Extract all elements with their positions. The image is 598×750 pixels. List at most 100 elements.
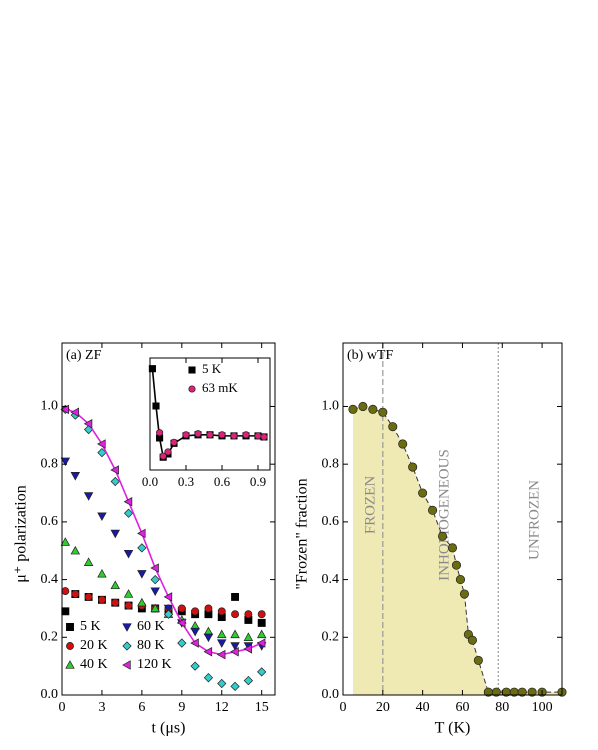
marker [260,433,268,441]
marker [437,531,448,541]
legend-marker [188,385,196,393]
x-axis-label: t (μs) [152,720,186,737]
marker [230,646,239,657]
marker [204,604,213,613]
marker [84,592,93,601]
y-tick-label: 1.0 [41,399,59,414]
marker [230,432,238,440]
marker [110,476,120,487]
marker [358,401,368,412]
legend-label: 80 K [137,638,165,653]
marker [137,543,147,553]
region-label: FROZEN [362,476,378,535]
marker [137,528,146,539]
marker [218,431,226,439]
marker [243,632,254,641]
marker [110,465,119,475]
panel-label: (b) wTF [347,348,393,363]
marker [517,687,527,697]
marker [257,618,266,627]
x-tick-label: 6 [138,700,145,715]
x-tick-label: 3 [98,700,105,715]
legend-marker [122,641,132,651]
marker [97,595,106,604]
legend-marker [65,660,75,669]
marker [124,601,133,610]
marker [217,607,226,616]
region-label: INHOMOGENEOUS [436,449,452,581]
marker [447,543,458,553]
marker [388,422,398,432]
marker [190,661,200,671]
marker [398,439,408,449]
marker [190,638,199,648]
x-tick-label: 0.9 [250,474,266,489]
marker [368,404,378,414]
marker [97,568,107,578]
marker [150,574,160,585]
axes-frame [342,342,563,696]
y-tick-label: 0.0 [322,687,340,702]
legend-marker [122,660,131,670]
x-tick-label: 15 [255,700,269,715]
marker [177,638,187,648]
marker [71,590,80,598]
x-tick-label: 0 [59,700,66,715]
legend-label: 5 K [80,619,101,634]
marker [243,644,253,654]
marker [137,597,147,607]
marker [177,604,186,613]
marker [467,635,477,645]
marker [257,610,266,619]
marker [217,629,227,639]
y-tick-label: 0.2 [41,630,59,645]
y-tick-label: 0.8 [41,456,59,471]
marker [257,667,267,677]
y-tick-label: 0.8 [322,456,340,471]
marker [170,438,178,446]
marker [203,646,213,657]
marker [242,431,250,439]
marker [148,365,156,373]
marker [123,549,134,559]
marker [61,587,70,596]
marker [70,545,81,555]
marker [428,505,438,515]
legend-label: 120 K [137,657,172,672]
marker [123,496,133,507]
x-tick-label: 0.6 [214,474,231,489]
marker [60,404,69,415]
marker [206,431,214,439]
marker [163,592,173,602]
marker [230,681,240,691]
marker [70,472,81,481]
marker [455,575,466,585]
marker [70,407,79,417]
x-tick-label: 0 [340,700,347,715]
marker [97,439,106,449]
legend-marker [188,366,196,374]
marker [451,560,462,570]
marker [418,488,428,498]
x-tick-label: 40 [416,700,430,715]
marker [194,430,202,438]
legend-marker [66,623,74,631]
marker [378,407,388,417]
marker [110,580,120,590]
marker [256,629,267,639]
x-tick-label: 0.3 [178,474,194,489]
marker [159,452,167,460]
marker [150,587,160,596]
marker [156,429,164,437]
x-tick-label: 0.0 [142,474,158,489]
marker [230,642,240,651]
marker [217,639,227,648]
marker [244,610,253,619]
marker [150,603,160,613]
marker [182,431,190,439]
marker [60,537,71,546]
marker [459,589,469,599]
y-tick-label: 0.2 [322,630,340,645]
legend-label: 63 mK [202,380,238,395]
